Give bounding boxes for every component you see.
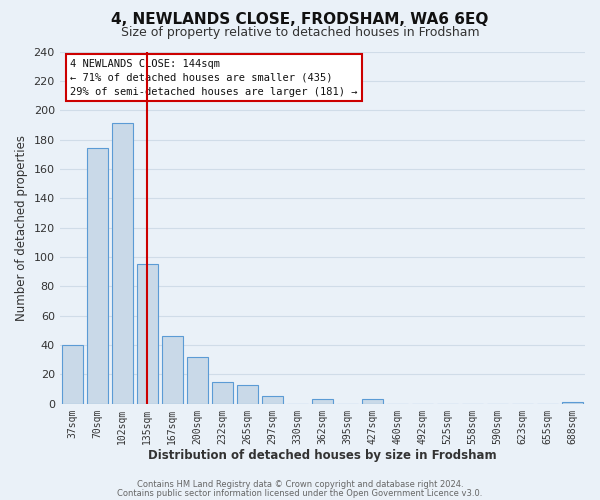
Text: 4, NEWLANDS CLOSE, FRODSHAM, WA6 6EQ: 4, NEWLANDS CLOSE, FRODSHAM, WA6 6EQ — [112, 12, 488, 28]
Bar — [212, 382, 233, 404]
Text: Contains public sector information licensed under the Open Government Licence v3: Contains public sector information licen… — [118, 488, 482, 498]
Y-axis label: Number of detached properties: Number of detached properties — [15, 134, 28, 320]
Text: 4 NEWLANDS CLOSE: 144sqm
← 71% of detached houses are smaller (435)
29% of semi-: 4 NEWLANDS CLOSE: 144sqm ← 71% of detach… — [70, 58, 358, 96]
Bar — [86, 148, 108, 404]
Bar — [187, 357, 208, 404]
Bar — [236, 384, 258, 404]
X-axis label: Distribution of detached houses by size in Frodsham: Distribution of detached houses by size … — [148, 450, 497, 462]
Bar — [262, 396, 283, 404]
Text: Contains HM Land Registry data © Crown copyright and database right 2024.: Contains HM Land Registry data © Crown c… — [137, 480, 463, 489]
Text: Size of property relative to detached houses in Frodsham: Size of property relative to detached ho… — [121, 26, 479, 39]
Bar — [161, 336, 183, 404]
Bar — [62, 345, 83, 404]
Bar — [362, 400, 383, 404]
Bar — [312, 400, 333, 404]
Bar — [137, 264, 158, 404]
Bar — [112, 124, 133, 404]
Bar — [562, 402, 583, 404]
